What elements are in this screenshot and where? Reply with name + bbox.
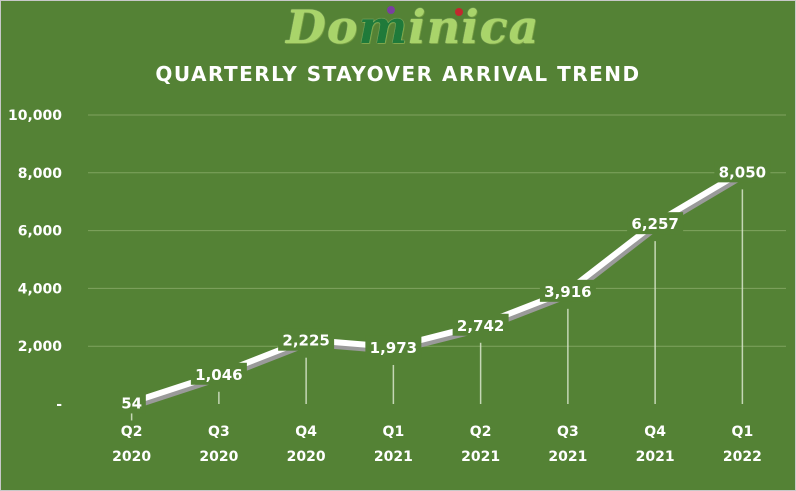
x-tick-label: 2021: [461, 449, 500, 465]
data-label: 1,046: [195, 366, 242, 384]
logo-red-dot-icon: [455, 8, 463, 16]
data-label-background: [452, 313, 509, 336]
data-label-background: [627, 212, 684, 235]
logo-text-part1: Do: [286, 0, 359, 54]
logo-purple-dot-icon: [387, 6, 395, 14]
x-tick-label: Q3: [557, 424, 579, 440]
data-label: 8,050: [719, 163, 766, 181]
data-label: 1,973: [370, 339, 417, 357]
x-tick-label: Q2: [470, 424, 492, 440]
y-tick-label: 6,000: [18, 224, 63, 240]
data-label: 2,742: [457, 317, 504, 335]
data-label-background: [714, 160, 771, 183]
x-tick-label: 2022: [723, 449, 762, 465]
x-tick-label: Q4: [644, 424, 666, 440]
y-tick-label: 2,000: [18, 339, 63, 355]
x-tick-label: 2021: [374, 449, 413, 465]
gridlines: [88, 114, 786, 347]
data-label: 6,257: [631, 215, 678, 233]
x-tick-label: 2020: [112, 449, 151, 465]
y-tick-label: -: [56, 397, 62, 413]
y-axis-ticks: - 2,000 4,000 6,000 8,000 10,000: [8, 108, 62, 413]
y-tick-label: 10,000: [8, 108, 62, 124]
chart-title: QUARTERLY STAYOVER ARRIVAL TREND: [155, 62, 641, 86]
logo-text-part3: inica: [408, 0, 540, 54]
y-tick-label: 4,000: [18, 281, 63, 297]
x-tick-label: Q2: [121, 424, 143, 440]
data-label-background: [365, 335, 422, 358]
data-label: 2,225: [282, 332, 329, 350]
logo: Dominica: [0, 0, 796, 58]
x-tick-label: Q4: [295, 424, 317, 440]
data-label: 3,916: [544, 283, 591, 301]
x-tick-label: Q1: [732, 424, 754, 440]
dominica-logo: Dominica: [286, 0, 539, 54]
data-label-background: [117, 391, 146, 414]
x-tick-label: Q3: [208, 424, 230, 440]
logo-text-part2: m: [358, 0, 409, 54]
data-label-background: [539, 279, 596, 302]
x-tick-label: 2021: [636, 449, 675, 465]
data-label: 54: [121, 394, 142, 412]
y-tick-label: 8,000: [18, 166, 63, 182]
data-labels: 54 1,046 2,225 1,973 2,742 3,916 6,257 8,050: [117, 160, 771, 414]
x-tick-label: Q1: [383, 424, 405, 440]
x-axis-ticks: Q2 2020 Q3 2020 Q4 2020 Q1 2021 Q2 2021 Q3 2021 Q4 20…: [112, 424, 762, 465]
data-label-background: [278, 328, 335, 351]
x-tick-label: 2020: [199, 449, 238, 465]
data-label-background: [190, 362, 247, 385]
x-tick-label: 2021: [548, 449, 587, 465]
x-tick-label: 2020: [287, 449, 326, 465]
